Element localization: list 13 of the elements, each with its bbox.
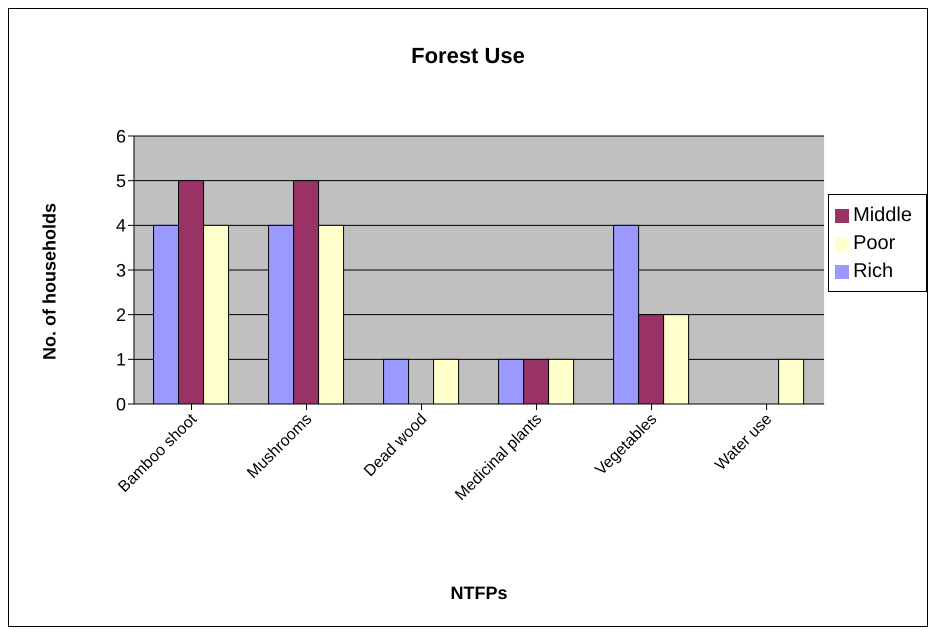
y-tick-label: 6 xyxy=(116,126,126,146)
y-tick-label: 0 xyxy=(116,394,126,414)
y-tick-label: 4 xyxy=(116,216,126,236)
y-axis-title: No. of households xyxy=(39,203,60,360)
x-axis-title: NTFPs xyxy=(450,583,508,603)
y-tick-label: 1 xyxy=(116,350,126,370)
y-tick-label: 5 xyxy=(116,171,126,192)
y-tick-label: 3 xyxy=(116,260,126,280)
legend-label: Middle xyxy=(853,204,912,226)
chart-title: Forest Use xyxy=(410,43,526,69)
legend-label: Rich xyxy=(853,260,894,282)
legend-label: Poor xyxy=(853,232,896,254)
y-tick-label: 2 xyxy=(116,305,126,326)
